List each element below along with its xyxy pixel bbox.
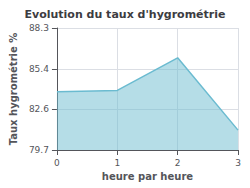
svg-text:0: 0 [54, 158, 60, 168]
svg-text:82.6: 82.6 [29, 104, 49, 114]
svg-text:Taux hygrométrie %: Taux hygrométrie % [8, 33, 19, 146]
svg-text:3: 3 [235, 158, 241, 168]
svg-text:88.3: 88.3 [29, 23, 49, 33]
svg-text:79.7: 79.7 [29, 145, 49, 155]
svg-text:Evolution du taux d'hygrométri: Evolution du taux d'hygrométrie [25, 8, 226, 21]
svg-text:85.4: 85.4 [29, 64, 49, 74]
svg-text:heure par heure: heure par heure [102, 171, 193, 182]
svg-text:1: 1 [114, 158, 120, 168]
svg-text:2: 2 [175, 158, 181, 168]
